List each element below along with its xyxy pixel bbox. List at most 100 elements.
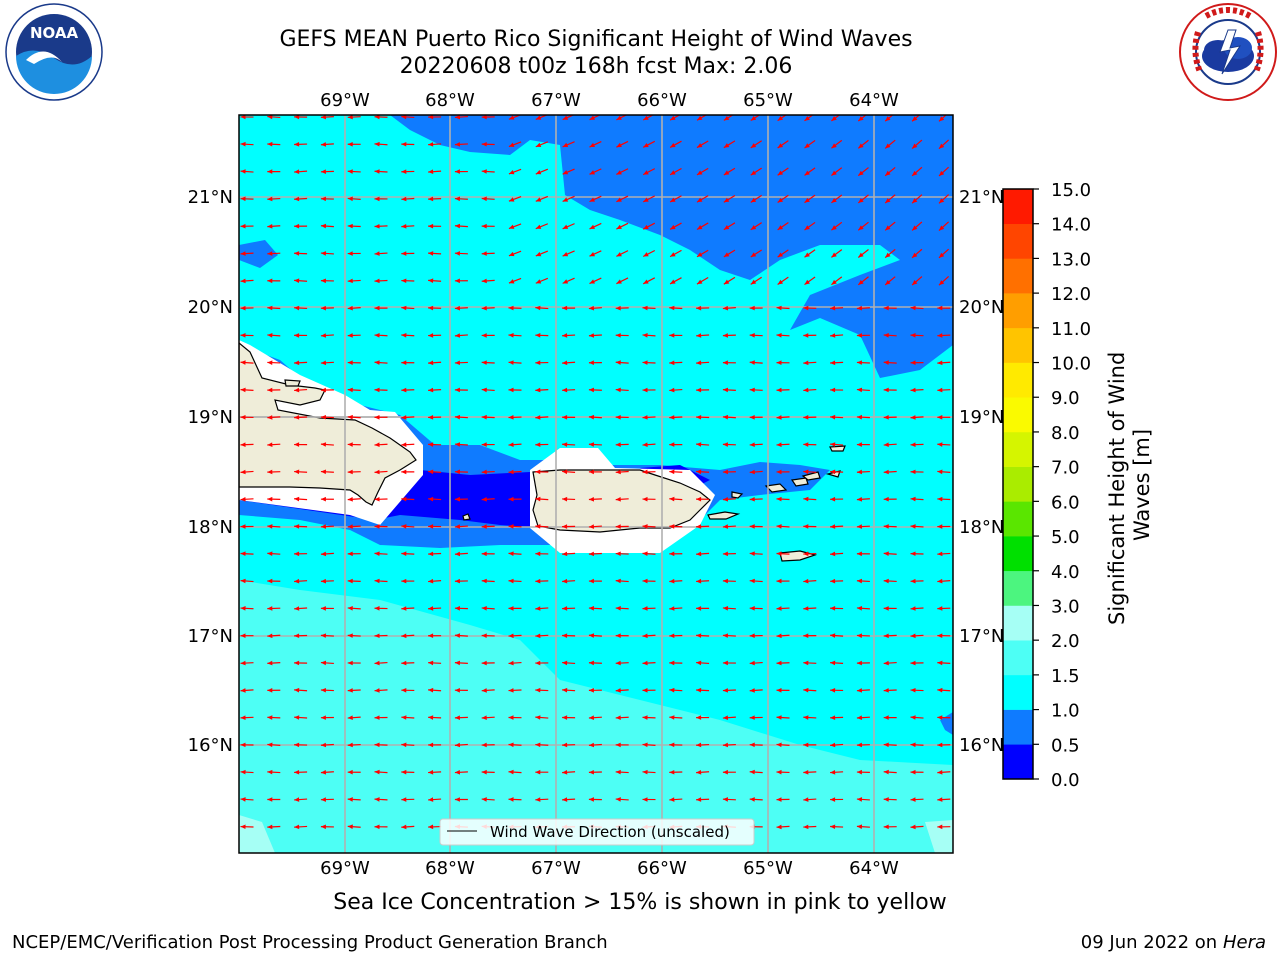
wave-direction-arrow: [856, 305, 870, 311]
wave-direction-arrow: [911, 139, 923, 150]
wave-direction-arrow: [320, 606, 334, 611]
wave-direction-arrow: [562, 524, 576, 529]
wave-direction-arrow: [481, 688, 495, 693]
wave-direction-arrow: [910, 387, 924, 393]
wave-direction-arrow: [696, 195, 709, 203]
wave-direction-arrow: [883, 660, 897, 666]
wave-direction-arrow: [722, 360, 736, 365]
wave-direction-arrow: [830, 742, 844, 748]
wave-direction-arrow: [535, 633, 549, 639]
wave-direction-arrow: [937, 687, 951, 693]
wave-direction-arrow: [374, 524, 388, 529]
wave-direction-arrow: [347, 442, 361, 447]
wave-direction-arrow: [481, 223, 495, 229]
wave-direction-arrow: [857, 249, 869, 258]
wave-direction-arrow: [776, 360, 790, 365]
wave-direction-arrow: [856, 824, 870, 830]
wave-direction-arrow: [615, 551, 629, 557]
wave-direction-arrow: [669, 333, 683, 338]
wave-direction-arrow: [696, 578, 710, 584]
wave-direction-arrow: [294, 469, 308, 475]
wave-direction-arrow: [722, 660, 736, 666]
wave-direction-arrow: [831, 276, 843, 286]
wave-direction-arrow: [803, 578, 817, 584]
land-st-john: [790, 477, 809, 487]
footer-note: Sea Ice Concentration > 15% is shown in …: [333, 890, 947, 915]
wave-direction-arrow: [831, 194, 843, 204]
wave-direction-arrow: [588, 360, 602, 366]
colorbar-swatch: [1003, 293, 1033, 329]
wave-direction-arrow: [910, 687, 924, 693]
wave-direction-arrow: [642, 222, 656, 230]
wave-direction-arrow: [776, 305, 790, 311]
wave-direction-arrow: [938, 166, 950, 177]
wave-direction-arrow: [454, 742, 468, 748]
wave-direction-arrow: [428, 496, 442, 502]
wave-direction-arrow: [723, 167, 736, 176]
wave-direction-arrow: [856, 360, 870, 365]
wave-direction-arrow: [803, 797, 817, 802]
wave-direction-arrow: [883, 688, 897, 693]
wave-direction-arrow: [401, 578, 415, 584]
wave-direction-arrow: [696, 277, 709, 285]
wave-direction-arrow: [883, 633, 897, 639]
wave-direction-arrow: [428, 633, 442, 639]
longitude-label: 64°W: [849, 858, 899, 879]
wave-direction-arrow: [320, 223, 334, 229]
wave-direction-arrow: [588, 578, 602, 584]
wave-direction-arrow: [750, 140, 762, 149]
wave-direction-arrow: [428, 387, 442, 393]
colorbar-swatch: [1003, 466, 1033, 502]
wave-direction-arrow: [562, 742, 576, 748]
wave-direction-arrow: [910, 578, 924, 584]
wave-direction-arrow: [830, 633, 844, 638]
wave-direction-arrow: [722, 442, 736, 447]
wave-direction-arrow: [831, 221, 843, 231]
wave-direction-arrow: [240, 551, 254, 557]
colorbar-tick-label: 8.0: [1051, 423, 1080, 444]
wave-direction-arrow: [347, 305, 361, 311]
wave-direction-arrow: [883, 578, 897, 584]
wave-direction-arrow: [267, 496, 281, 502]
wave-direction-arrow: [481, 115, 495, 120]
wave-direction-arrow: [267, 251, 281, 256]
wave-direction-arrow: [722, 497, 736, 502]
longitude-label: 69°W: [320, 90, 370, 111]
wave-direction-arrow: [347, 606, 361, 611]
wave-direction-arrow: [481, 497, 495, 502]
colorbar-frame: [1002, 188, 1034, 780]
wave-direction-arrow: [615, 305, 629, 311]
wave-direction-arrow: [803, 305, 817, 311]
wave-direction-arrow: [776, 687, 790, 693]
wave-direction-arrow: [508, 305, 522, 311]
wave-direction-arrow: [669, 496, 683, 502]
wave-direction-arrow: [696, 715, 710, 720]
latitude-label: 19°N: [188, 407, 233, 428]
wave-direction-arrow: [562, 168, 575, 175]
date-host: Hera: [1222, 932, 1266, 953]
wave-direction-arrow: [883, 387, 897, 393]
wave-direction-arrow: [508, 387, 522, 393]
chart-title: GEFS MEAN Puerto Rico Significant Height…: [279, 27, 913, 52]
wave-direction-arrow: [588, 797, 602, 802]
wave-direction-arrow: [374, 387, 388, 393]
longitude-label: 68°W: [425, 90, 475, 111]
wave-direction-arrow: [454, 551, 468, 557]
wave-direction-arrow: [428, 797, 442, 802]
wave-direction-arrow: [776, 633, 790, 639]
date-label: 09 Jun 2022 on: [1080, 932, 1218, 953]
wave-direction-arrow: [294, 196, 308, 202]
wave-direction-arrow: [454, 196, 468, 202]
wave-direction-arrow: [749, 578, 763, 584]
wave-direction-arrow: [937, 633, 951, 638]
latitude-label: 20°N: [959, 297, 1004, 318]
wave-direction-arrow: [803, 469, 817, 475]
wave-direction-arrow: [401, 606, 415, 611]
wave-direction-arrow: [831, 167, 843, 176]
wave-direction-arrow: [588, 551, 602, 557]
wave-direction-arrow: [696, 742, 710, 748]
wave-direction-arrow: [696, 606, 710, 611]
wave-direction-arrow: [696, 524, 710, 529]
wave-direction-arrow: [481, 469, 495, 475]
wave-direction-arrow: [910, 305, 924, 311]
